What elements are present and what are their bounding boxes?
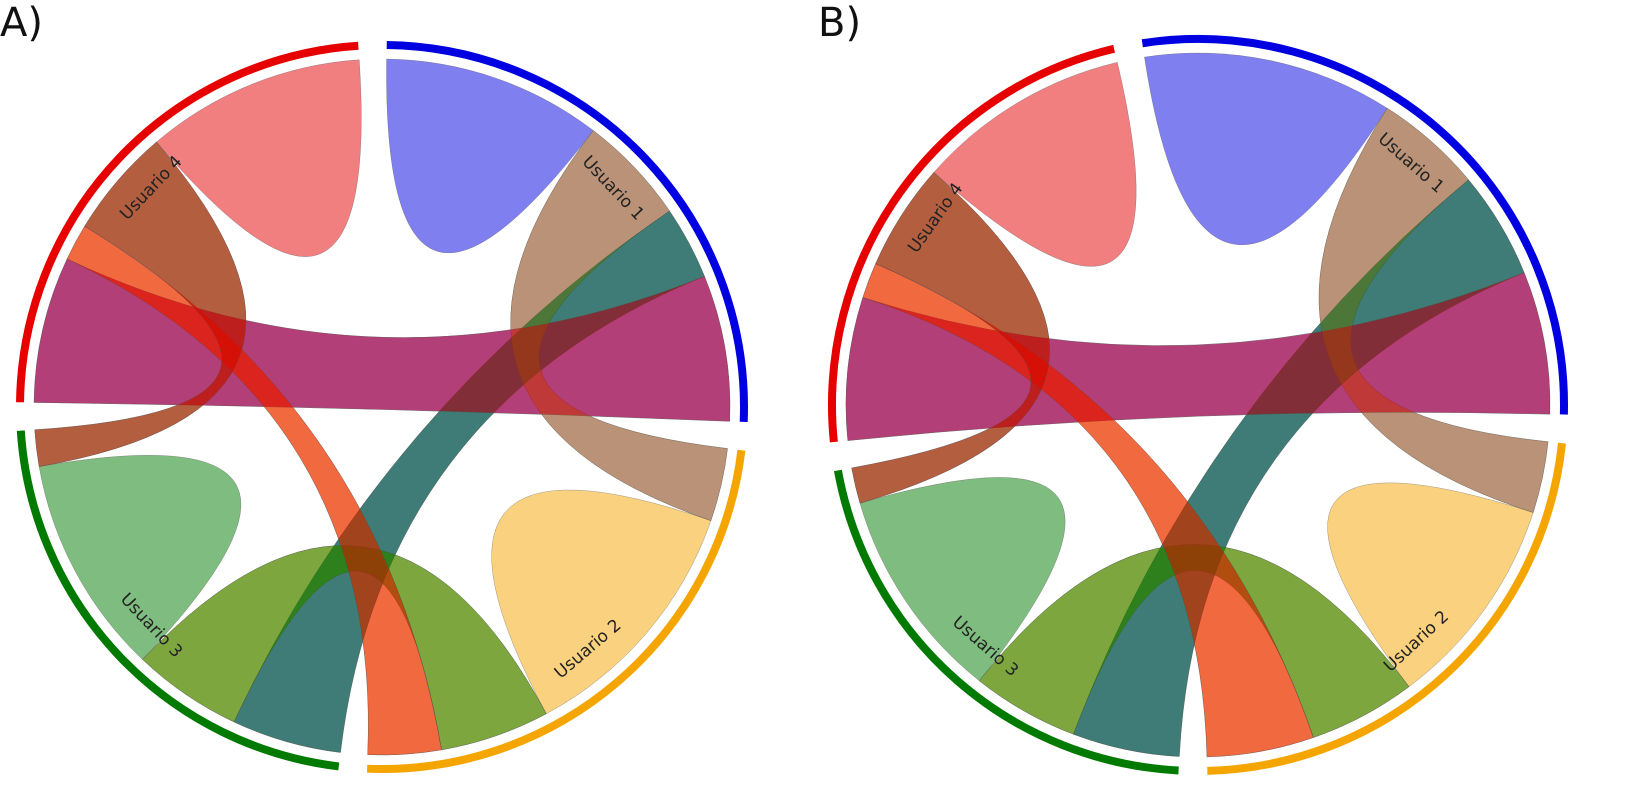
ribbon-3-to-3 [38,455,242,660]
ribbon-4-to-4 [933,62,1137,267]
group-arc-1 [386,41,748,423]
group-arc-2 [366,449,746,773]
group-arc-3 [16,430,340,771]
group-arc-2 [1207,442,1566,775]
panel-a-label: A) [0,0,43,46]
ribbon-4-to-4 [156,59,362,257]
ribbons [33,58,731,756]
ribbon-2-to-2 [1327,482,1534,688]
ribbon-4-to-3 [851,171,1050,504]
ribbon-3-to-3 [859,477,1066,682]
group-arc-4 [828,44,1116,443]
ribbons [845,52,1551,758]
ribbon-1-to-1 [386,58,594,254]
ribbon-1-to-1 [1144,52,1388,246]
group-arc-3 [833,469,1179,775]
group-arc-1 [1141,35,1568,415]
panel-b-label: B) [818,0,861,46]
group-arc-4 [16,41,359,403]
ribbon-2-to-2 [491,489,712,715]
